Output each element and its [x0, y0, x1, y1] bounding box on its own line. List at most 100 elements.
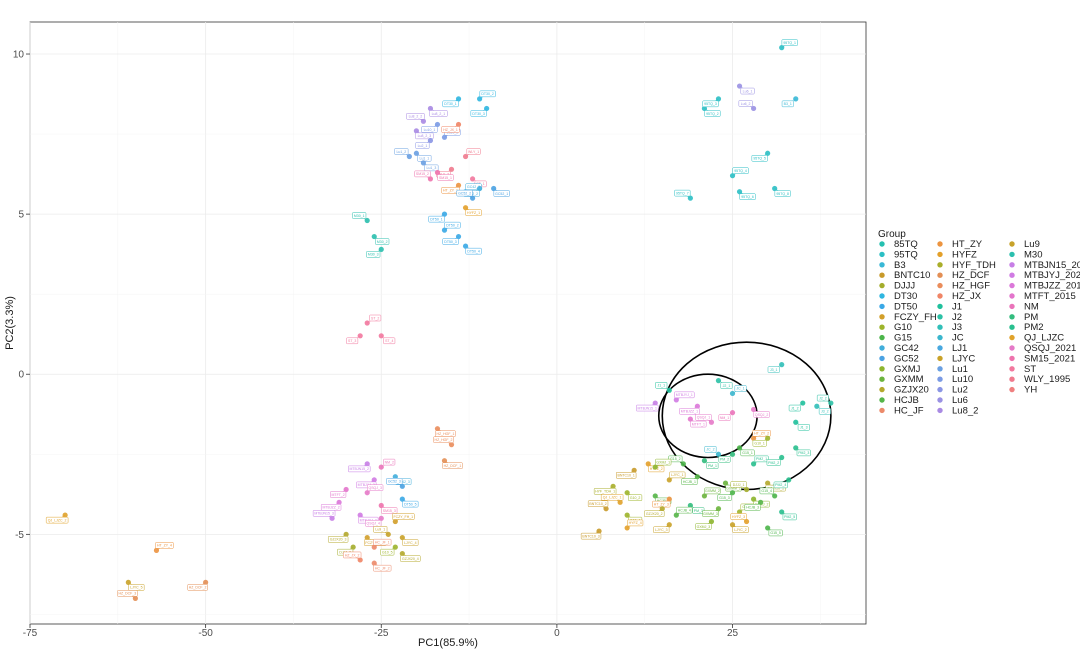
- data-point-group: MTBJN15_2: [348, 461, 371, 473]
- point-label: 95TQ_6: [741, 195, 754, 199]
- legend-key: [879, 314, 885, 320]
- legend-key: [937, 272, 943, 278]
- label-box: [702, 510, 719, 517]
- y-tick-label: -5: [15, 530, 24, 541]
- label-box: [695, 414, 712, 421]
- label-box: [394, 148, 409, 155]
- point-label: HZ_DCF_3: [119, 592, 137, 596]
- data-point: [462, 243, 469, 249]
- data-point: [132, 595, 138, 601]
- point-label: SM15_2: [416, 172, 429, 176]
- point-label: GZJX20_1: [767, 486, 784, 490]
- point-label: G15_4: [761, 489, 772, 493]
- label-box: [402, 500, 419, 508]
- point-label: J3_2: [821, 410, 829, 414]
- label-box: [479, 90, 496, 98]
- legend-key: [937, 251, 943, 258]
- legend-key: [937, 407, 943, 414]
- data-point-group: Lu8_2_2: [406, 113, 427, 124]
- data-point-group: 95TQ_7: [674, 189, 693, 201]
- data-point-group: M30_1: [352, 212, 370, 224]
- legend-key: [937, 241, 943, 247]
- data-point-group: NM_1: [718, 410, 736, 421]
- data-point-group: QSQJ_2: [750, 406, 770, 418]
- legend-item: QSQJ_2021: [1009, 343, 1076, 354]
- data-point-group: JC_2: [704, 446, 722, 457]
- data-point-group: QJ_LJZC_2: [45, 512, 69, 524]
- point-label: DT30_3: [472, 112, 485, 116]
- legend-label: PM2: [1024, 322, 1044, 333]
- x-tick-label: -50: [198, 628, 213, 639]
- label-box: [366, 251, 381, 258]
- data-point: [469, 176, 476, 182]
- point-label: DT50_4: [467, 249, 480, 253]
- label-box: [788, 404, 801, 412]
- data-point-group: QJ_LJZC_1: [600, 494, 624, 505]
- data-point: [743, 518, 750, 525]
- legend-label: Lu8_2: [952, 405, 978, 416]
- data-point: [462, 205, 469, 211]
- point-label: PM2_4: [775, 483, 786, 487]
- label-box: [466, 148, 481, 155]
- legend-item: BNTC10: [879, 270, 930, 281]
- data-point-group: HYFZ_1: [462, 205, 482, 216]
- legend-label: GC52: [894, 353, 919, 364]
- legend-label: J1: [952, 301, 962, 312]
- point-label: HCJB_4: [678, 508, 691, 512]
- point-label: LJYC_2: [734, 528, 747, 532]
- data-point-group: QSQJ_3: [364, 484, 384, 496]
- point-label: G10_5: [382, 550, 393, 554]
- x-tick-label: -25: [374, 628, 389, 639]
- legend-item: HYFZ: [937, 249, 977, 260]
- legend-label: Lu2: [952, 385, 968, 396]
- legend-item: Lu10: [937, 374, 973, 385]
- legend-label: Lu10: [952, 374, 973, 385]
- legend-item: J1: [937, 301, 962, 312]
- point-label: Lu8_2_1: [432, 112, 446, 116]
- point-label: PM_3: [694, 509, 703, 513]
- point-label: MTBJN15_2: [349, 467, 369, 471]
- label-box: [373, 526, 388, 533]
- point-label: DT50_1: [430, 217, 443, 221]
- point-label: FCZY_FH_1: [393, 515, 413, 519]
- point-label: QSQJ_2: [755, 413, 768, 417]
- legend-key: [879, 386, 885, 393]
- data-point: [800, 400, 806, 406]
- data-point-group: HZ_HGF_2: [433, 436, 455, 448]
- label-box: [424, 164, 439, 172]
- label-box: [752, 440, 767, 447]
- label-box: [655, 381, 668, 389]
- point-label: HT_ZY_3: [654, 502, 669, 506]
- legend-item: HZ_DCF: [937, 270, 990, 281]
- label-box: [415, 142, 430, 149]
- data-point-group: J3_2: [814, 403, 831, 415]
- point-label: DT30_1: [444, 102, 457, 106]
- data-point-group: Lu8_2_1: [427, 105, 448, 117]
- data-point: [392, 518, 398, 525]
- legend-item: QJ_LJZC: [1009, 333, 1064, 344]
- legend-title: Group: [878, 229, 906, 240]
- label-box: [348, 465, 371, 473]
- legend-item: GZJX20: [879, 385, 929, 396]
- y-tick-label: 10: [13, 50, 25, 61]
- legend-item: FCZY_FH: [879, 312, 937, 323]
- legend-label: Lu6: [952, 395, 968, 406]
- data-point-group: QSQJ_1: [695, 414, 715, 425]
- label-box: [600, 494, 624, 501]
- data-point-group: M30_3: [366, 246, 384, 258]
- legend-label: Lu1: [952, 364, 968, 375]
- point-label: NM_1: [720, 416, 729, 420]
- point-label: HYF_TDH_1: [595, 490, 615, 494]
- legend-label: NM: [1024, 301, 1039, 312]
- data-point-group: G10_1: [752, 435, 771, 447]
- plot-panel: [29, 21, 867, 625]
- legend-key: [937, 282, 943, 289]
- point-label: G15_2: [670, 457, 681, 461]
- label-box: [732, 526, 749, 533]
- data-point-group: HT_ZY_3: [652, 496, 672, 508]
- point-label: JC_2: [706, 448, 714, 452]
- label-box: [343, 551, 362, 559]
- data-point-group: HT_ZY_4: [153, 542, 174, 553]
- legend-label: FCZY_FH: [894, 312, 937, 323]
